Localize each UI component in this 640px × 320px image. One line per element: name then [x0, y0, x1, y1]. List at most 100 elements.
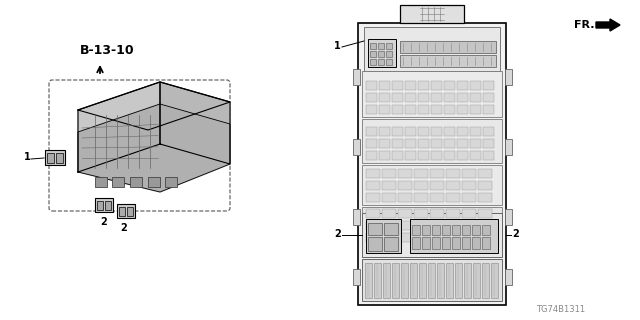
Bar — [462, 181, 476, 190]
Bar — [462, 225, 470, 235]
Bar — [418, 151, 429, 160]
Bar — [452, 225, 460, 235]
Text: B-13-10: B-13-10 — [80, 44, 134, 57]
Bar — [366, 151, 377, 160]
Bar — [374, 263, 381, 298]
Bar — [430, 181, 444, 190]
Bar — [368, 237, 382, 251]
Bar — [362, 71, 502, 117]
Bar — [442, 237, 450, 249]
Bar — [412, 237, 420, 249]
Bar — [398, 181, 412, 190]
Bar — [444, 127, 455, 136]
Bar — [446, 209, 460, 218]
Bar — [362, 119, 502, 163]
Bar — [358, 23, 506, 305]
Bar — [478, 193, 492, 202]
Bar — [444, 93, 455, 102]
Bar — [370, 59, 376, 65]
Bar — [378, 43, 384, 49]
Bar — [431, 105, 442, 114]
Bar — [418, 81, 429, 90]
Bar — [418, 105, 429, 114]
Bar — [414, 233, 428, 242]
Text: 2: 2 — [100, 217, 107, 227]
Bar — [455, 263, 462, 298]
Bar — [353, 69, 360, 85]
Bar — [148, 177, 160, 187]
Bar — [431, 127, 442, 136]
Bar — [446, 221, 460, 230]
Bar — [483, 151, 494, 160]
Bar — [414, 221, 428, 230]
Bar — [127, 207, 133, 216]
Bar — [45, 150, 65, 165]
Bar — [462, 221, 476, 230]
Bar — [362, 213, 502, 257]
Bar — [430, 169, 444, 178]
Bar — [386, 59, 392, 65]
Bar — [384, 223, 398, 235]
Bar — [472, 225, 480, 235]
Bar — [95, 177, 107, 187]
Bar — [505, 209, 512, 225]
Bar — [362, 165, 502, 205]
Bar — [482, 225, 490, 235]
Bar — [366, 233, 380, 242]
Bar — [428, 263, 435, 298]
Bar — [362, 259, 502, 301]
Bar — [379, 81, 390, 90]
Bar — [505, 269, 512, 285]
Bar — [378, 51, 384, 57]
Bar — [382, 233, 396, 242]
Bar — [401, 263, 408, 298]
Bar — [353, 269, 360, 285]
Bar — [370, 43, 376, 49]
Bar — [97, 201, 103, 210]
Bar — [400, 5, 464, 23]
Bar — [366, 221, 380, 230]
Bar — [419, 263, 426, 298]
Bar — [405, 93, 416, 102]
Bar — [452, 237, 460, 249]
Bar — [462, 193, 476, 202]
Bar — [457, 93, 468, 102]
Bar — [446, 233, 460, 242]
Bar — [366, 81, 377, 90]
Bar — [386, 51, 392, 57]
Text: 1: 1 — [24, 152, 31, 162]
Polygon shape — [160, 82, 230, 164]
Bar — [442, 225, 450, 235]
Bar — [398, 193, 412, 202]
Bar — [431, 81, 442, 90]
Bar — [482, 263, 489, 298]
Bar — [379, 127, 390, 136]
Polygon shape — [78, 82, 230, 130]
Bar — [457, 151, 468, 160]
Bar — [482, 237, 490, 249]
Bar — [432, 225, 440, 235]
Bar — [478, 221, 492, 230]
Bar — [414, 209, 428, 218]
Bar — [437, 263, 444, 298]
Bar — [430, 233, 444, 242]
Bar — [398, 221, 412, 230]
Bar — [470, 93, 481, 102]
Bar — [472, 237, 480, 249]
Bar — [444, 105, 455, 114]
Bar — [505, 139, 512, 155]
Bar — [431, 151, 442, 160]
Text: FR.: FR. — [574, 20, 595, 30]
Bar — [478, 181, 492, 190]
Bar — [405, 81, 416, 90]
Bar — [47, 153, 54, 163]
Bar — [430, 209, 444, 218]
Bar — [95, 198, 113, 212]
Bar — [414, 193, 428, 202]
Bar — [400, 55, 496, 67]
Bar — [418, 93, 429, 102]
Bar — [444, 139, 455, 148]
Bar — [398, 169, 412, 178]
Bar — [412, 225, 420, 235]
Bar — [470, 127, 481, 136]
